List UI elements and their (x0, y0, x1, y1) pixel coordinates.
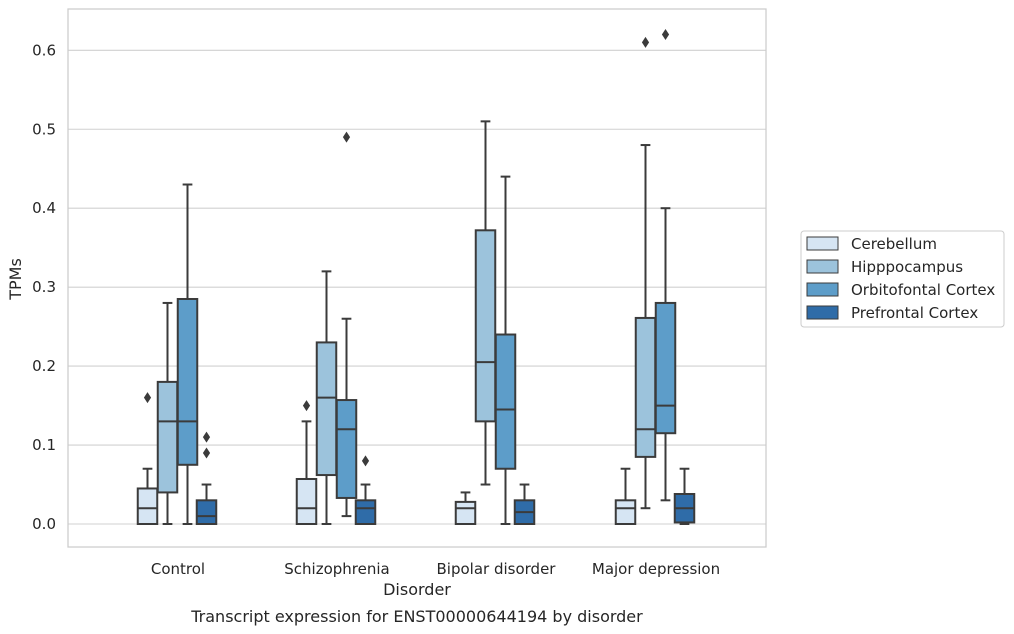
box-body (454, 500, 477, 526)
legend-label: Cerebellum (851, 235, 937, 253)
box-prefrontal-cortex (673, 467, 696, 525)
legend-label: Orbitofontal Cortex (851, 281, 995, 299)
y-axis-ticks: 0.0 0.1 0.2 0.3 0.4 0.5 0.6 (32, 41, 56, 533)
chart-title: Transcript expression for ENST0000064419… (190, 607, 643, 626)
outlier-point (361, 455, 370, 467)
y-tick-label: 0.3 (32, 278, 56, 296)
box-cerebellum (295, 400, 318, 526)
outlier-point (641, 36, 650, 48)
x-axis-label: Disorder (383, 580, 451, 599)
legend-swatch (806, 305, 839, 320)
plot-boxes (136, 29, 696, 526)
legend-swatch (806, 259, 839, 274)
legend-frame (800, 230, 1005, 328)
outlier-point (342, 131, 351, 143)
box-orbitofontal-cortex (654, 29, 677, 502)
box-body (195, 499, 218, 526)
box-orbitofontal-cortex (335, 131, 358, 518)
outlier-point (202, 447, 211, 459)
box-body (295, 477, 318, 526)
box-orbitofontal-cortex (176, 183, 199, 525)
box-body (634, 316, 657, 458)
box-body (156, 380, 179, 494)
y-tick-label: 0.4 (32, 199, 56, 217)
x-tick-label: Schizophrenia (284, 560, 389, 578)
legend-label: Hipppocampus (851, 258, 963, 276)
box-body (654, 301, 677, 435)
box-cerebellum (136, 392, 159, 526)
box-body (176, 297, 199, 466)
legend-label: Prefrontal Cortex (851, 304, 978, 322)
box-cerebellum (454, 491, 477, 526)
outlier-point (202, 431, 211, 443)
box-body (474, 229, 497, 423)
y-tick-label: 0.2 (32, 357, 56, 375)
plot-frame (67, 8, 767, 548)
y-tick-label: 0.5 (32, 120, 56, 138)
y-tick-label: 0.1 (32, 436, 56, 454)
box-cerebellum (614, 467, 637, 526)
box-body (315, 341, 338, 477)
x-tick-label: Major depression (592, 560, 720, 578)
box-prefrontal-cortex (195, 431, 218, 526)
box-prefrontal-cortex (354, 455, 377, 526)
outlier-point (143, 392, 152, 404)
x-tick-label: Control (151, 560, 205, 578)
box-hipppocampus (156, 301, 179, 525)
x-tick-label: Bipolar disorder (437, 560, 557, 578)
outlier-point (302, 400, 311, 412)
box-body (335, 399, 358, 499)
legend: Cerebellum Hipppocampus Orbitofontal Corte… (800, 230, 1005, 328)
outlier-point (661, 29, 670, 41)
box-hipppocampus (634, 36, 657, 510)
box-orbitofontal-cortex (494, 175, 517, 525)
box-body (354, 499, 377, 526)
y-tick-label: 0.0 (32, 515, 56, 533)
box-hipppocampus (315, 270, 338, 525)
legend-swatch (806, 282, 839, 297)
box-hipppocampus (474, 120, 497, 486)
box-body (136, 487, 159, 526)
legend-swatch (806, 236, 839, 251)
x-axis-ticks: Control Schizophrenia Bipolar disorder Majo… (151, 560, 720, 578)
box-body (494, 333, 517, 470)
y-tick-label: 0.6 (32, 41, 56, 59)
y-axis-label: TPMs (6, 258, 25, 301)
box-prefrontal-cortex (513, 483, 536, 526)
box-body (614, 499, 637, 526)
